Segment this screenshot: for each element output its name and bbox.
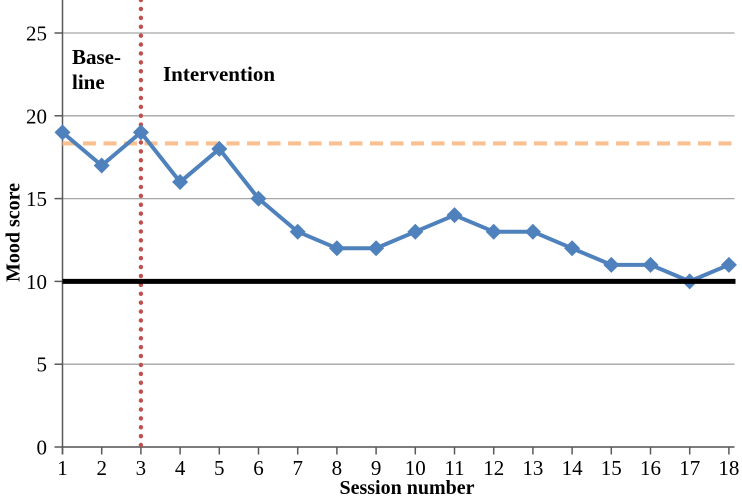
baseline-phase-label: Base- line [72, 45, 121, 95]
x-tick-label: 4 [175, 456, 186, 480]
series-line-Mood score [61, 130, 730, 284]
x-tick-label: 11 [444, 456, 464, 480]
data-point-marker [93, 157, 110, 174]
x-tick-label: 7 [292, 456, 303, 480]
x-tick-label: 15 [601, 456, 622, 480]
data-point-marker [289, 223, 306, 240]
data-point-marker [446, 207, 463, 224]
y-tick-label: 5 [37, 353, 48, 377]
data-point-marker [328, 240, 345, 257]
baseline-phase-label-line1: Base- [72, 45, 121, 69]
x-tick-label: 5 [214, 456, 225, 480]
x-tick-label: 2 [96, 456, 107, 480]
x-tick-label: 14 [562, 456, 584, 480]
data-point-marker [524, 223, 541, 240]
x-tick-label: 8 [332, 456, 343, 480]
x-tick-label: 16 [640, 456, 661, 480]
data-point-marker [642, 256, 659, 273]
x-tick-label: 6 [253, 456, 264, 480]
intervention-phase-label: Intervention [163, 62, 275, 86]
data-point-marker [172, 174, 189, 191]
x-tick-label: 3 [136, 456, 147, 480]
x-tick-label: 10 [405, 456, 426, 480]
data-point-marker [603, 256, 620, 273]
x-tick-label: 13 [522, 456, 543, 480]
y-tick-label: 10 [26, 270, 47, 294]
data-point-marker [720, 256, 737, 273]
data-point-marker [485, 223, 502, 240]
x-axis-title: Session number [339, 477, 475, 499]
data-point-marker [407, 223, 424, 240]
data-point-marker [250, 190, 267, 207]
y-tick-label: 20 [26, 104, 47, 128]
y-axis-title: Mood score [2, 182, 25, 283]
y-tick-label: 15 [26, 187, 47, 211]
x-tick-label: 12 [483, 456, 504, 480]
data-point-marker [132, 124, 149, 141]
x-tick-label: 9 [371, 456, 382, 480]
x-tick-label: 18 [718, 456, 739, 480]
x-tick-label: 1 [57, 456, 68, 480]
y-tick-label: 0 [37, 436, 48, 460]
y-tick-label: 25 [26, 22, 47, 46]
data-point-marker [368, 240, 385, 257]
data-point-marker [54, 124, 71, 141]
x-tick-label: 17 [679, 456, 700, 480]
baseline-phase-label-line2: line [72, 70, 105, 94]
data-point-marker [211, 140, 228, 157]
data-point-marker [564, 240, 581, 257]
